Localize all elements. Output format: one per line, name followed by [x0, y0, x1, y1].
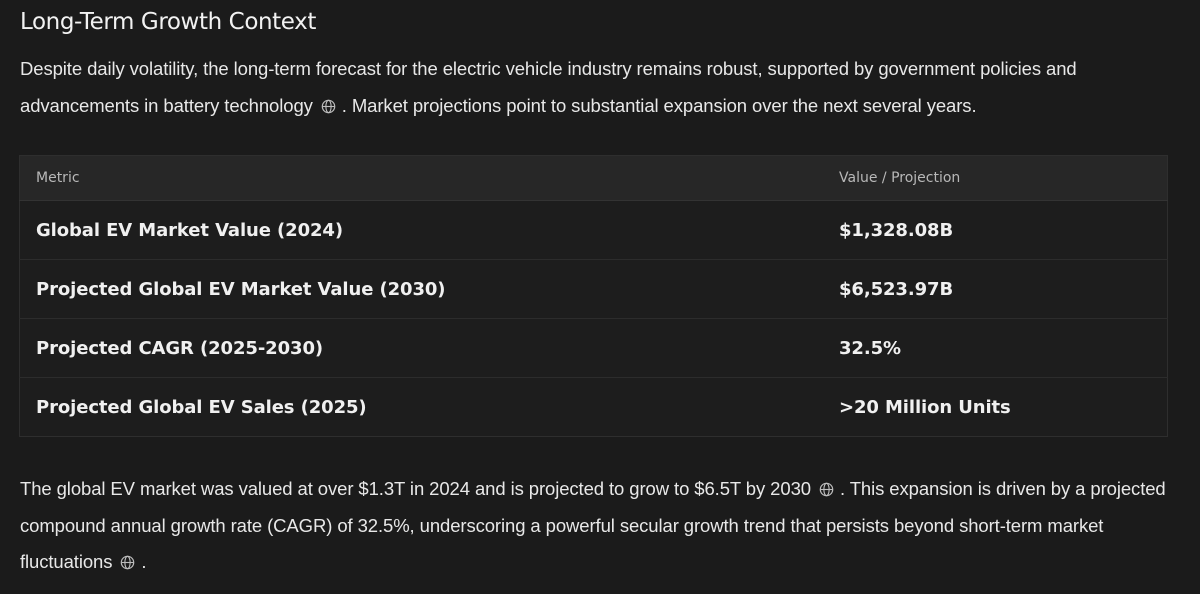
citation-globe-icon[interactable] — [819, 482, 834, 497]
outro-text-2: . This expansion is driven by a projecte… — [20, 478, 1166, 572]
metric-cell: Projected CAGR (2025-2030) — [19, 318, 823, 378]
metric-cell: Global EV Market Value (2024) — [19, 200, 823, 260]
value-cell: $6,523.97B — [823, 259, 1168, 319]
outro-text-3: . — [141, 551, 147, 572]
table-row: Global EV Market Value (2024) $1,328.08B — [19, 200, 1168, 260]
metric-cell: Projected Global EV Sales (2025) — [36, 396, 367, 418]
outro-text-1: The global EV market was valued at over … — [20, 478, 811, 499]
value-cell: >20 Million Units — [839, 396, 1011, 418]
table-header-row: Metric Value / Projection — [19, 155, 1168, 201]
value-cell: 32.5% — [823, 318, 1168, 378]
citation-globe-icon[interactable] — [321, 99, 336, 114]
table-row: Projected Global EV Market Value (2030) … — [19, 259, 1168, 319]
citation-globe-icon[interactable] — [120, 555, 135, 570]
outro-paragraph: The global EV market was valued at over … — [20, 471, 1185, 581]
metric-cell: Projected Global EV Market Value (2030) — [19, 259, 823, 319]
intro-paragraph: Despite daily volatility, the long-term … — [20, 51, 1185, 124]
table-row: Projected CAGR (2025-2030) 32.5% — [19, 318, 1168, 378]
header-metric: Metric — [19, 155, 823, 201]
intro-text-2: . Market projections point to substantia… — [341, 94, 977, 116]
table-row: Projected Global EV Sales (2025) >20 Mil… — [19, 377, 1168, 437]
section-heading: Long-Term Growth Context — [20, 9, 316, 35]
intro-text-1: Despite daily volatility, the long-term … — [20, 58, 1077, 116]
metrics-table: Metric Value / Projection Global EV Mark… — [19, 155, 1168, 437]
value-cell: $1,328.08B — [823, 200, 1168, 260]
header-value: Value / Projection — [823, 155, 1168, 201]
